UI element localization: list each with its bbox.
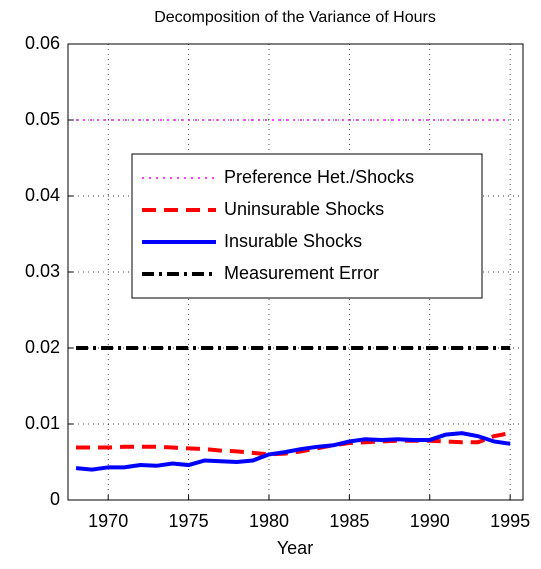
legend-label: Uninsurable Shocks	[224, 199, 384, 219]
y-tick-label: 0.02	[25, 337, 60, 357]
y-tick-label: 0.06	[25, 33, 60, 53]
y-tick-label: 0.03	[25, 261, 60, 281]
legend-label: Measurement Error	[224, 263, 379, 283]
y-tick-label: 0	[50, 489, 60, 509]
series-line	[75, 431, 511, 472]
y-tick-label: 0.01	[25, 413, 60, 433]
x-tick-label: 1990	[410, 511, 450, 531]
x-tick-label: 1975	[169, 511, 209, 531]
y-tick-label: 0.05	[25, 109, 60, 129]
x-tick-label: 1985	[329, 511, 369, 531]
x-tick-label: 1970	[88, 511, 128, 531]
x-tick-label: 1995	[490, 511, 530, 531]
x-axis-label: Year	[277, 538, 313, 558]
legend	[131, 153, 483, 299]
chart-title: Decomposition of the Variance of Hours	[154, 9, 436, 26]
series-line	[76, 431, 511, 457]
x-tick-label: 1980	[249, 511, 289, 531]
y-tick-label: 0.04	[25, 185, 60, 205]
legend-label: Preference Het./Shocks	[224, 167, 414, 187]
legend-label: Insurable Shocks	[224, 231, 362, 251]
axes-frame	[67, 43, 524, 501]
